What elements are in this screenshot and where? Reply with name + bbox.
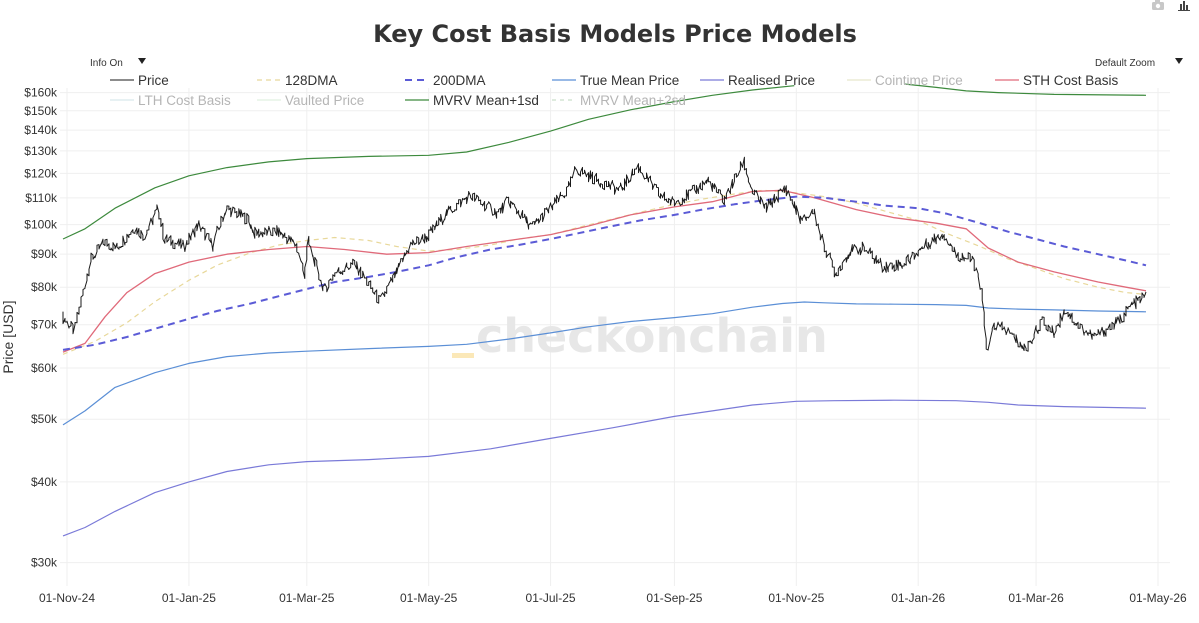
legend-label: 200DMA	[433, 73, 486, 88]
camera-icon[interactable]	[1152, 0, 1164, 10]
x-tick-label: 01-Nov-24	[39, 591, 95, 605]
y-tick-label: $60k	[31, 361, 58, 375]
legend-item-128dma[interactable]: 128DMA	[257, 73, 338, 88]
info-dropdown-icon	[138, 58, 146, 64]
y-tick-label: $130k	[24, 144, 58, 158]
legend-label: MVRV Mean+1sd	[433, 93, 539, 108]
y-tick-label: $50k	[31, 412, 58, 426]
legend-label: Vaulted Price	[285, 93, 364, 108]
zoom-dropdown-icon	[1175, 58, 1183, 64]
legend-label: STH Cost Basis	[1023, 73, 1119, 88]
x-tick-label: 01-May-25	[400, 591, 458, 605]
zoom-select[interactable]: Default Zoom	[1095, 58, 1183, 69]
legend: Price 128DMA 200DMA True Mean Price Realised…	[110, 73, 1119, 108]
y-tick-label: $100k	[24, 218, 58, 232]
legend-label: Cointime Price	[875, 73, 963, 88]
legend-label: Price	[138, 73, 169, 88]
legend-item-mvrv-mean-1sd[interactable]: MVRV Mean+1sd	[405, 93, 539, 108]
x-tick-label: 01-Mar-25	[279, 591, 335, 605]
chart-title: Key Cost Basis Models Price Models	[373, 20, 857, 48]
bar-chart-icon[interactable]	[1178, 1, 1190, 11]
legend-item-price[interactable]: Price	[110, 73, 169, 88]
legend-label: 128DMA	[285, 73, 338, 88]
y-tick-label: $150k	[24, 104, 58, 118]
x-tick-label: 01-Mar-26	[1008, 591, 1064, 605]
legend-label: True Mean Price	[580, 73, 679, 88]
watermark-mark	[452, 353, 474, 358]
info-toggle[interactable]: Info On	[90, 58, 146, 69]
series-line-mvrv-mean-1sd-tail	[904, 83, 1147, 96]
grid-lines	[60, 88, 1170, 586]
legend-label: MVRV Mean+2sd	[580, 93, 686, 108]
watermark-text: checkonchain	[476, 309, 828, 363]
zoom-label: Default Zoom	[1095, 58, 1155, 69]
x-tick-label: 01-Sep-25	[646, 591, 702, 605]
series-line-realised-price	[62, 399, 1147, 537]
y-tick-label: $110k	[25, 191, 58, 205]
x-tick-label: 01-Nov-25	[768, 591, 824, 605]
legend-item-sth-cost-basis[interactable]: STH Cost Basis	[995, 73, 1119, 88]
legend-label: Realised Price	[728, 73, 815, 88]
y-axis: $30k $40k $50k $60k $70k $80k $90k $100k $110k $1…	[24, 86, 58, 570]
series-line-true-mean-price	[62, 301, 1147, 426]
y-tick-label: $120k	[24, 166, 58, 180]
y-tick-label: $40k	[31, 475, 58, 489]
y-tick-label: $90k	[31, 247, 58, 261]
info-toggle-label: Info On	[90, 58, 123, 69]
y-axis-title: Price [USD]	[0, 300, 16, 373]
y-tick-label: $30k	[31, 556, 58, 570]
x-tick-label: 01-May-26	[1129, 591, 1187, 605]
x-tick-label: 01-Jul-25	[526, 591, 576, 605]
y-tick-label: $140k	[24, 123, 58, 137]
legend-item-lth-cost-basis[interactable]: LTH Cost Basis	[110, 93, 231, 108]
legend-item-cointime-price[interactable]: Cointime Price	[847, 73, 963, 88]
series-layer	[62, 83, 1147, 537]
legend-item-true-mean-price[interactable]: True Mean Price	[552, 73, 679, 88]
x-tick-label: 01-Jan-25	[162, 591, 216, 605]
legend-item-mvrv-mean-2sd[interactable]: MVRV Mean+2sd	[552, 93, 686, 108]
series-line-price	[62, 156, 1147, 352]
x-tick-label: 01-Jan-26	[891, 591, 945, 605]
series-line-sth-cost-basis	[62, 189, 1147, 353]
y-tick-label: $160k	[24, 86, 58, 100]
y-tick-label: $70k	[31, 318, 58, 332]
watermark: checkonchain	[452, 309, 828, 363]
legend-item-realised-price[interactable]: Realised Price	[700, 73, 815, 88]
legend-item-vaulted-price[interactable]: Vaulted Price	[257, 93, 364, 108]
series-line-mvrv-mean-1sd	[62, 85, 795, 240]
series-line-200dma	[62, 195, 1147, 351]
legend-item-200dma[interactable]: 200DMA	[405, 73, 486, 88]
y-tick-label: $80k	[31, 280, 58, 294]
x-axis: 01-Nov-24 01-Jan-25 01-Mar-25 01-May-25 01-J…	[39, 591, 1187, 605]
legend-label: LTH Cost Basis	[138, 93, 231, 108]
